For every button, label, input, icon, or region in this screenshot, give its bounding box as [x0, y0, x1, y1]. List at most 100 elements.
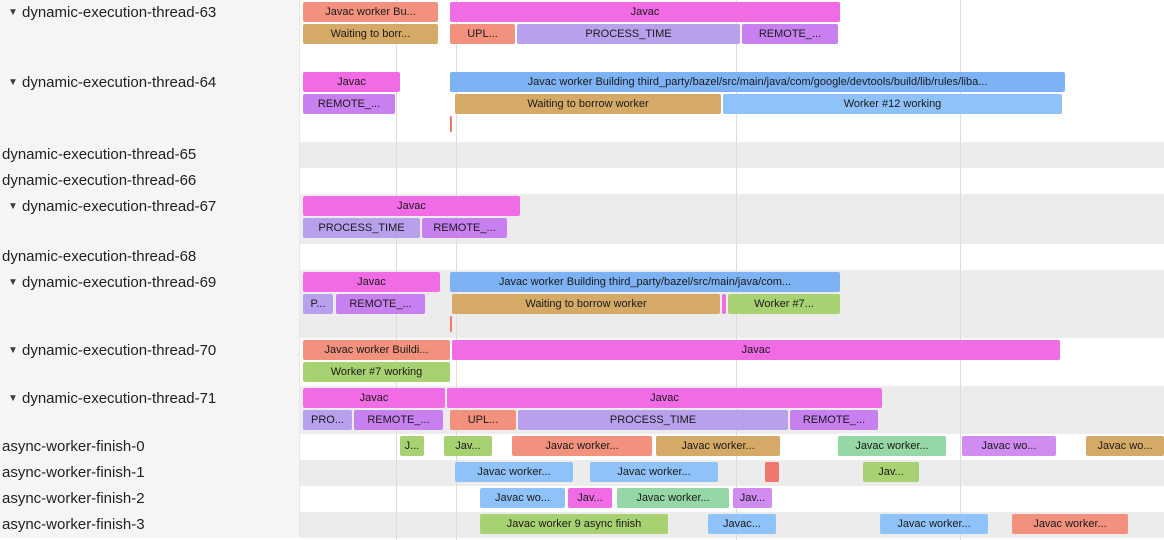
trace-slice[interactable]: Worker #7... — [728, 294, 840, 314]
track-header[interactable]: ▼ dynamic-execution-thread-64 — [0, 70, 300, 142]
track-header: async-worker-finish-1 — [0, 460, 300, 486]
trace-slice[interactable]: Javac worker... — [838, 436, 946, 456]
slice-label: Worker #7 working — [330, 366, 423, 378]
slice-label: Javac worker Building third_party/bazel/… — [498, 276, 792, 288]
trace-slice[interactable]: J... — [400, 436, 424, 456]
expander-triangle-icon[interactable]: ▼ — [8, 7, 18, 19]
trace-slice[interactable]: REMOTE_... — [742, 24, 838, 44]
trace-slice[interactable]: Javac worker... — [590, 462, 718, 482]
track-header[interactable]: ▼ dynamic-execution-thread-70 — [0, 338, 300, 386]
track-row: ▼ dynamic-execution-thread-71 Javac Javac PR… — [0, 386, 1164, 434]
trace-slice[interactable]: REMOTE_... — [354, 410, 443, 430]
slice-label: Javac worker Building third_party/bazel/… — [527, 76, 988, 88]
trace-slice[interactable]: Javac — [303, 388, 445, 408]
track-row: async-worker-finish-0 J... Jav... Javac wor… — [0, 434, 1164, 460]
track-lane: Javac Javac worker Building third_party/b… — [300, 70, 1164, 142]
expander-triangle-icon[interactable]: ▼ — [8, 277, 18, 289]
trace-slice[interactable]: UPL... — [450, 24, 515, 44]
trace-slice[interactable] — [450, 116, 452, 132]
trace-slice[interactable]: PROCESS_TIME — [518, 410, 788, 430]
trace-slice[interactable]: Waiting to borrow worker — [455, 94, 721, 114]
trace-slice[interactable]: REMOTE_... — [790, 410, 878, 430]
track-header: dynamic-execution-thread-65 — [0, 142, 300, 168]
trace-slice[interactable]: Javac worker Building third_party/bazel/… — [450, 72, 1065, 92]
trace-slice[interactable]: Waiting to borr... — [303, 24, 438, 44]
slice-label: REMOTE_... — [317, 98, 381, 110]
track-label: dynamic-execution-thread-67 — [22, 198, 217, 216]
trace-slice[interactable]: P... — [303, 294, 333, 314]
track-header[interactable]: ▼ dynamic-execution-thread-71 — [0, 386, 300, 434]
track-header[interactable]: ▼ dynamic-execution-thread-69 — [0, 270, 300, 338]
track-lane — [300, 244, 1164, 270]
trace-slice[interactable]: Javac worker... — [512, 436, 652, 456]
slice-label: Javac wo... — [494, 492, 551, 504]
trace-slice[interactable]: Javac wo... — [962, 436, 1056, 456]
trace-slice[interactable]: PROCESS_TIME — [517, 24, 740, 44]
track-label: dynamic-execution-thread-69 — [22, 274, 217, 292]
track-row: ▼ dynamic-execution-thread-70 Javac worker… — [0, 338, 1164, 386]
expander-triangle-icon[interactable]: ▼ — [8, 77, 18, 89]
slice-label: Worker #7... — [754, 298, 814, 310]
track-header[interactable]: ▼ dynamic-execution-thread-67 — [0, 194, 300, 244]
slice-label: Javac — [650, 392, 679, 404]
trace-slice[interactable]: Javac wo... — [1086, 436, 1164, 456]
expander-triangle-icon[interactable]: ▼ — [8, 201, 18, 213]
slice-label: Javac worker... — [855, 440, 929, 452]
slice-label: Javac — [359, 392, 389, 404]
trace-slice[interactable]: PROCESS_TIME — [303, 218, 420, 238]
slice-label: Jav... — [455, 440, 481, 452]
track-label: dynamic-execution-thread-70 — [22, 342, 217, 360]
trace-slice[interactable]: Jav... — [733, 488, 772, 508]
slice-label: Waiting to borrow worker — [525, 298, 647, 310]
trace-slice[interactable]: PRO... — [303, 410, 352, 430]
trace-slice[interactable]: Javac worker... — [455, 462, 573, 482]
trace-slice[interactable]: Javac — [303, 196, 520, 216]
trace-slice[interactable]: Javac worker Building third_party/bazel/… — [450, 272, 840, 292]
trace-slice[interactable]: Javac worker... — [656, 436, 780, 456]
trace-slice[interactable] — [450, 316, 452, 332]
trace-slice[interactable]: Javac worker... — [1012, 514, 1128, 534]
trace-slice[interactable] — [765, 462, 779, 482]
trace-slice[interactable]: Javac — [450, 2, 840, 22]
trace-slice[interactable]: Jav... — [863, 462, 919, 482]
trace-slice[interactable]: Javac worker... — [880, 514, 988, 534]
track-label: dynamic-execution-thread-64 — [22, 74, 217, 92]
slice-label: Javac worker... — [897, 518, 971, 530]
trace-slice[interactable]: Javac worker... — [617, 488, 729, 508]
track-label: async-worker-finish-1 — [2, 464, 145, 482]
track-header[interactable]: ▼ dynamic-execution-thread-63 — [0, 0, 300, 70]
track-label: async-worker-finish-2 — [2, 490, 145, 508]
trace-slice[interactable] — [722, 294, 726, 314]
trace-slice[interactable]: Javac — [303, 272, 440, 292]
trace-slice[interactable]: Javac... — [708, 514, 776, 534]
slice-label: REMOTE_... — [433, 222, 496, 234]
trace-slice[interactable]: Javac — [452, 340, 1060, 360]
slice-label: Worker #12 working — [843, 98, 942, 110]
slice-label: Javac worker... — [681, 440, 755, 452]
trace-slice[interactable]: Javac worker Buildi... — [303, 340, 450, 360]
trace-slice[interactable]: Javac — [447, 388, 882, 408]
expander-triangle-icon[interactable]: ▼ — [8, 345, 18, 357]
trace-slice[interactable]: Javac worker Bu... — [303, 2, 438, 22]
track-header: async-worker-finish-0 — [0, 434, 300, 460]
track-row: async-worker-finish-3 Javac worker 9 asyn… — [0, 512, 1164, 538]
slice-label: Javac — [630, 6, 660, 18]
trace-slice[interactable]: REMOTE_... — [303, 94, 395, 114]
slice-label: REMOTE_... — [349, 298, 412, 310]
trace-slice[interactable]: Waiting to borrow worker — [452, 294, 720, 314]
trace-slice[interactable]: Javac — [303, 72, 400, 92]
trace-slice[interactable]: Worker #7 working — [303, 362, 450, 382]
trace-slice[interactable]: Jav... — [444, 436, 492, 456]
trace-slice[interactable]: Javac wo... — [480, 488, 565, 508]
trace-slice[interactable]: Jav... — [568, 488, 612, 508]
expander-triangle-icon[interactable]: ▼ — [8, 393, 18, 405]
trace-slice[interactable]: UPL... — [450, 410, 516, 430]
trace-slice[interactable]: REMOTE_... — [336, 294, 425, 314]
slice-label: Javac — [397, 200, 426, 212]
trace-slice[interactable]: REMOTE_... — [422, 218, 507, 238]
trace-slice[interactable]: Javac worker 9 async finish — [480, 514, 668, 534]
track-header: async-worker-finish-3 — [0, 512, 300, 538]
trace-slice[interactable]: Worker #12 working — [723, 94, 1062, 114]
track-lane: Javac worker 9 async finish Javac... Javac… — [300, 512, 1164, 538]
